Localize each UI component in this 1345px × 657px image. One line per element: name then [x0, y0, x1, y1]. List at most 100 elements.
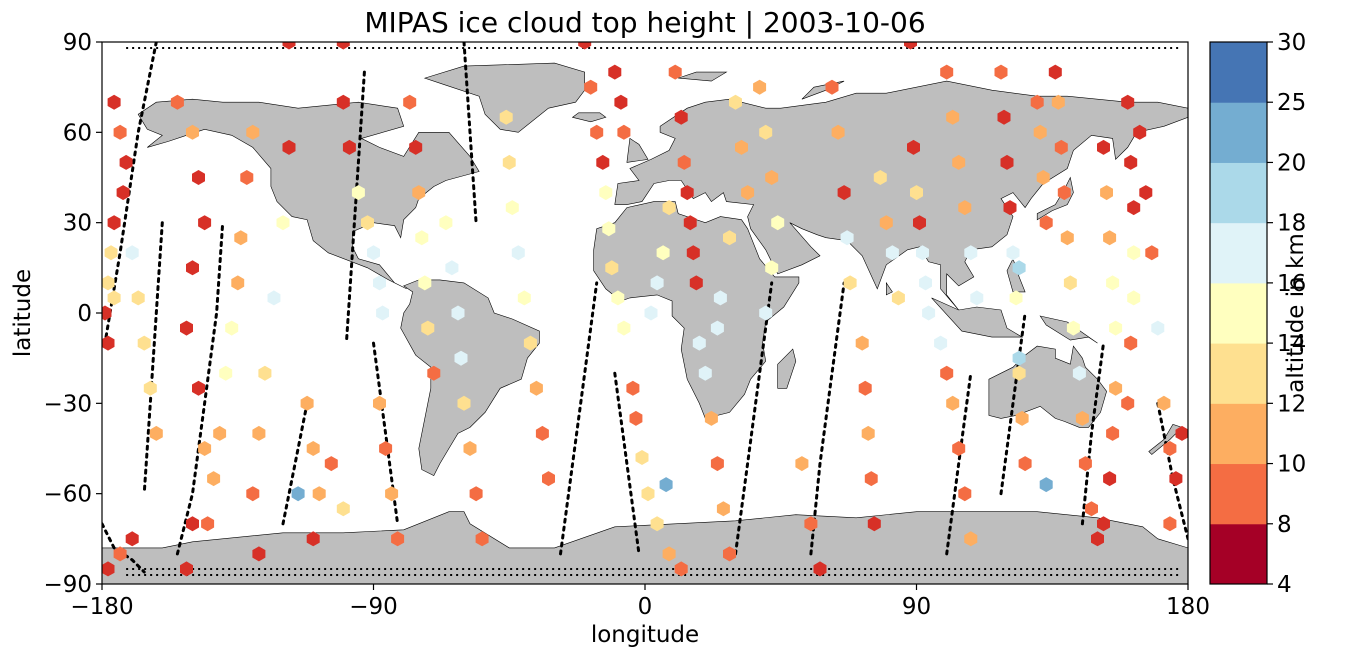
cloud-top-point	[1066, 320, 1080, 336]
cloud-top-point	[336, 42, 350, 50]
cloud-top-point	[300, 395, 314, 411]
cloud-top-point	[861, 425, 875, 441]
orbit-track	[734, 281, 774, 556]
cloud-top-point	[614, 94, 628, 110]
cloud-top-point	[1103, 230, 1117, 246]
cloud-top-point	[1109, 380, 1123, 396]
cloud-top-point	[867, 516, 881, 532]
cloud-top-point	[373, 395, 386, 411]
land-south-america	[400, 279, 540, 477]
cloud-top-point	[198, 441, 212, 456]
cloud-top-point	[107, 290, 121, 306]
cloud-top-point	[439, 215, 453, 231]
cloud-top-point	[765, 260, 779, 276]
cloud-top-point	[994, 64, 1008, 80]
cloud-top-point	[409, 139, 423, 155]
land-greenland	[423, 62, 586, 133]
colorbar-tick-label: 18	[1277, 211, 1306, 237]
colorbar-segment	[1210, 42, 1267, 103]
cloud-top-point	[683, 215, 697, 231]
cloud-top-point	[674, 561, 688, 577]
cloud-top-point	[1145, 245, 1159, 261]
cloud-top-point	[180, 320, 193, 336]
cloud-top-point	[1015, 410, 1029, 426]
land-philippines	[1006, 258, 1026, 293]
cloud-top-point	[771, 215, 785, 231]
cloud-top-point	[1057, 185, 1071, 201]
colorbar-tick-label: 16	[1277, 271, 1306, 297]
land-japan	[1036, 176, 1074, 221]
cloud-top-point	[336, 501, 350, 517]
cloud-top-point	[668, 64, 682, 80]
x-tick-label: 0	[638, 594, 653, 620]
cloud-top-point	[617, 320, 631, 336]
cloud-top-point	[1036, 170, 1050, 185]
cloud-top-point	[946, 109, 960, 125]
cloud-top-point	[1039, 477, 1053, 493]
cloud-top-point	[716, 501, 730, 517]
land-antarctica	[102, 511, 1188, 584]
orbit-track	[999, 311, 1027, 496]
cloud-top-point	[1003, 200, 1017, 216]
orbit-track	[945, 371, 973, 556]
cloud-top-point	[879, 215, 893, 231]
cloud-top-point	[373, 275, 386, 291]
cloud-top-point	[753, 79, 767, 95]
cloud-top-point	[102, 305, 112, 321]
cloud-top-point	[246, 124, 260, 140]
colorbar-segment	[1210, 102, 1267, 163]
cloud-top-point	[415, 230, 429, 246]
cloud-top-point	[864, 471, 878, 487]
cloud-top-point	[258, 365, 272, 381]
y-tick-label: −30	[43, 391, 92, 417]
cloud-top-point	[958, 200, 972, 216]
cloud-top-point	[765, 170, 779, 185]
cloud-top-point	[104, 245, 118, 261]
cloud-top-point	[952, 154, 966, 170]
cloud-top-point	[457, 395, 471, 411]
cloud-top-point	[1030, 94, 1044, 110]
cloud-top-point	[689, 275, 703, 291]
cloud-top-point	[421, 320, 435, 336]
cloud-top-point	[1006, 245, 1020, 261]
cloud-top-point	[427, 365, 441, 381]
cloud-top-point	[677, 154, 691, 170]
orbit-track	[102, 522, 146, 574]
cloud-top-point	[602, 221, 616, 237]
cloud-top-point	[650, 275, 664, 291]
y-axis: 90 60 30 0 −30 −60 −90	[43, 30, 102, 598]
land-sri-lanka	[885, 281, 893, 296]
cloud-top-point	[1033, 124, 1047, 140]
cloud-top-point	[710, 456, 724, 472]
cloud-top-point	[1091, 531, 1104, 547]
cloud-top-point	[282, 139, 296, 155]
cloud-top-point	[831, 124, 845, 140]
land-arabia-uk	[626, 137, 649, 163]
cloud-top-point	[412, 185, 426, 201]
cloud-top-point	[276, 215, 290, 231]
cloud-top-point	[469, 486, 483, 502]
cloud-top-point	[608, 64, 622, 80]
x-tick-label: 90	[902, 594, 931, 620]
chart-title: MIPAS ice cloud top height | 2003-10-06	[364, 6, 925, 39]
cloud-top-point	[650, 516, 664, 532]
cloud-top-point	[291, 486, 305, 502]
colorbar-segment	[1210, 162, 1267, 224]
colorbar-tick-label: 10	[1277, 452, 1306, 478]
cloud-top-point	[656, 245, 670, 261]
orbit-track	[462, 42, 478, 225]
cloud-top-point	[1139, 185, 1153, 201]
cloud-top-point	[916, 245, 929, 261]
cloud-top-point	[1175, 425, 1188, 441]
colorbar-tick-label: 14	[1277, 331, 1306, 357]
y-tick-label: −60	[43, 482, 92, 508]
orbit-track	[1156, 401, 1188, 541]
colorbar-tick-label: 8	[1277, 512, 1292, 538]
cloud-top-point	[1106, 275, 1120, 291]
land-indonesia	[931, 297, 1024, 338]
orbit-track	[281, 401, 309, 526]
cloud-top-point	[231, 275, 245, 291]
cloud-top-point	[1072, 365, 1086, 381]
cloud-top-point	[940, 365, 954, 381]
land-eurasia	[614, 80, 1188, 311]
